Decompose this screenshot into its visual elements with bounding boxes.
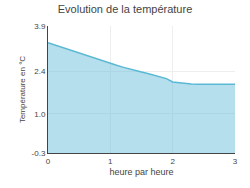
svg-text:1: 1 — [108, 157, 113, 166]
svg-text:Température en °C: Température en °C — [18, 56, 27, 123]
svg-text:3: 3 — [233, 157, 238, 166]
svg-text:2.4: 2.4 — [34, 67, 46, 76]
svg-text:Evolution de la température: Evolution de la température — [58, 3, 193, 15]
svg-text:heure par heure: heure par heure — [109, 167, 173, 177]
svg-text:3.9: 3.9 — [34, 22, 46, 31]
svg-text:-0.3: -0.3 — [32, 149, 46, 158]
svg-text:0: 0 — [46, 157, 51, 166]
svg-text:2: 2 — [170, 157, 175, 166]
svg-text:1.0: 1.0 — [34, 109, 46, 118]
